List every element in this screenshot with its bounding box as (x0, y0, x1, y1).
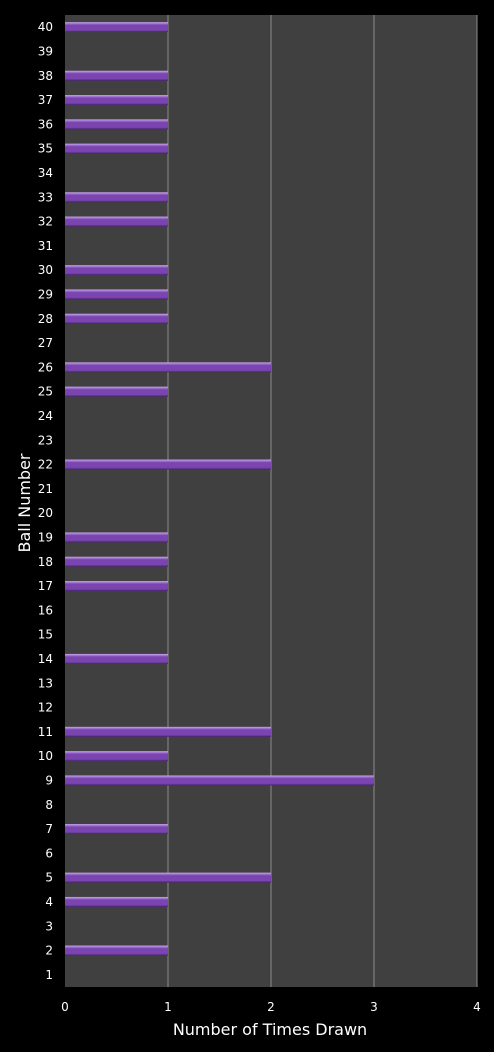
y-tick-label-22: 22 (38, 458, 53, 472)
y-tick-label-27: 27 (38, 336, 53, 350)
y-tick-label-3: 3 (45, 919, 53, 933)
y-tick-label-18: 18 (38, 555, 53, 569)
x-tick-label-0: 0 (61, 1000, 69, 1014)
bar-ball-38 (65, 70, 168, 81)
bar-ball-26 (65, 362, 271, 373)
bar-ball-28 (65, 313, 168, 324)
bar-ball-29 (65, 289, 168, 300)
x-axis-title: Number of Times Drawn (173, 1020, 367, 1039)
y-tick-labels: 1234567891011121314151617181920212223242… (38, 20, 53, 982)
bar-ball-11 (65, 726, 271, 737)
bar-ball-30 (65, 265, 168, 276)
y-tick-label-13: 13 (38, 676, 53, 690)
y-tick-label-12: 12 (38, 701, 53, 715)
y-tick-label-14: 14 (38, 652, 53, 666)
y-tick-label-17: 17 (38, 579, 53, 593)
y-tick-label-1: 1 (45, 968, 53, 982)
y-tick-label-24: 24 (38, 409, 53, 423)
y-tick-label-19: 19 (38, 530, 53, 544)
x-tick-label-2: 2 (267, 1000, 275, 1014)
bar-ball-14 (65, 653, 168, 664)
y-tick-label-26: 26 (38, 360, 53, 374)
y-tick-label-9: 9 (45, 773, 53, 787)
y-tick-label-2: 2 (45, 944, 53, 958)
bar-ball-32 (65, 216, 168, 227)
y-tick-label-29: 29 (38, 287, 53, 301)
x-tick-label-4: 4 (473, 1000, 481, 1014)
bar-ball-19 (65, 532, 168, 543)
y-tick-label-30: 30 (38, 263, 53, 277)
y-tick-label-36: 36 (38, 117, 53, 131)
bar-ball-5 (65, 872, 271, 883)
bar-ball-33 (65, 192, 168, 203)
bar-ball-25 (65, 386, 168, 397)
bar-ball-35 (65, 143, 168, 154)
y-tick-label-32: 32 (38, 215, 53, 229)
y-tick-label-21: 21 (38, 482, 53, 496)
bar-ball-2 (65, 945, 168, 956)
y-tick-label-15: 15 (38, 628, 53, 642)
y-tick-label-16: 16 (38, 603, 53, 617)
bar-ball-7 (65, 824, 168, 835)
y-tick-label-40: 40 (38, 20, 53, 34)
y-tick-label-25: 25 (38, 385, 53, 399)
y-tick-label-6: 6 (45, 846, 53, 860)
y-tick-label-34: 34 (38, 166, 53, 180)
bar-ball-4 (65, 896, 168, 907)
bar-ball-37 (65, 95, 168, 106)
y-tick-label-4: 4 (45, 895, 53, 909)
bar-ball-9 (65, 775, 374, 786)
x-tick-label-3: 3 (370, 1000, 378, 1014)
x-tick-labels: 0 1 2 3 4 (61, 1000, 481, 1014)
bars (65, 22, 374, 956)
y-tick-label-38: 38 (38, 69, 53, 83)
y-tick-label-35: 35 (38, 142, 53, 156)
y-tick-label-39: 39 (38, 44, 53, 58)
bar-ball-10 (65, 751, 168, 762)
bar-ball-18 (65, 556, 168, 567)
y-tick-label-5: 5 (45, 871, 53, 885)
y-tick-label-20: 20 (38, 506, 53, 520)
bar-ball-40 (65, 22, 168, 33)
y-tick-label-7: 7 (45, 822, 53, 836)
y-tick-label-31: 31 (38, 239, 53, 253)
y-tick-label-28: 28 (38, 312, 53, 326)
y-tick-label-11: 11 (38, 725, 53, 739)
y-tick-label-23: 23 (38, 433, 53, 447)
y-tick-label-10: 10 (38, 749, 53, 763)
bar-ball-36 (65, 119, 168, 130)
y-tick-label-33: 33 (38, 190, 53, 204)
y-axis-title: Ball Number (15, 453, 34, 552)
y-tick-label-8: 8 (45, 798, 53, 812)
bar-ball-22 (65, 459, 271, 470)
x-tick-label-1: 1 (164, 1000, 172, 1014)
y-tick-label-37: 37 (38, 93, 53, 107)
bar-ball-17 (65, 581, 168, 592)
